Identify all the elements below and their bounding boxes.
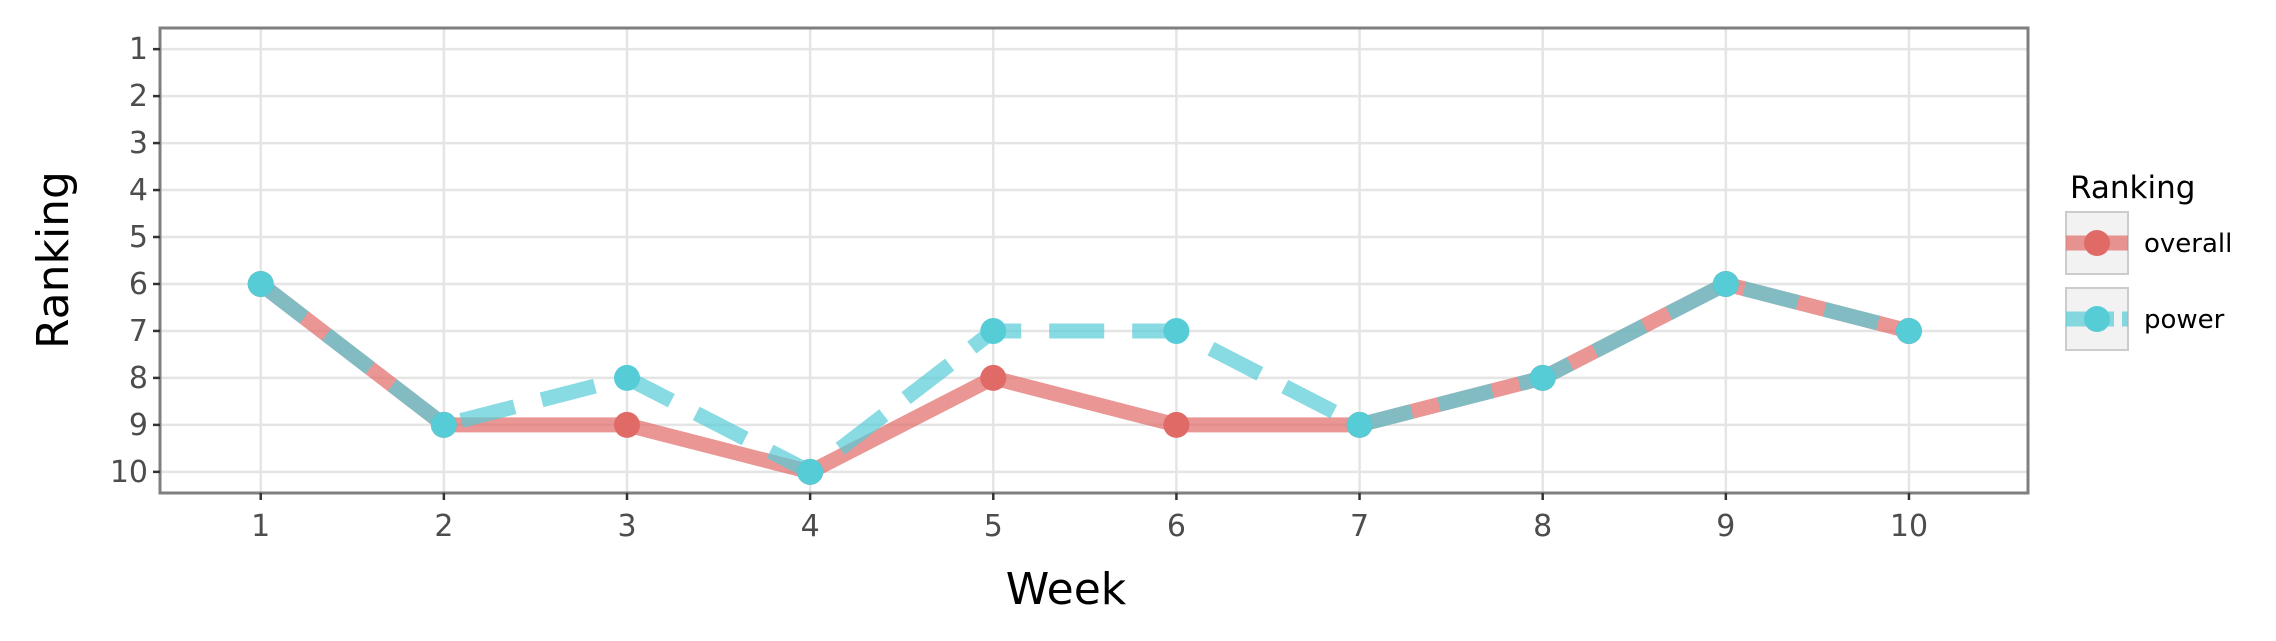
x-axis: 1 2 3 4 5 6 7 8 9 10 (251, 493, 1928, 544)
data-point-power (1895, 317, 1922, 344)
data-point-overall (614, 411, 640, 438)
x-tick-label: 3 (617, 509, 636, 544)
y-tick-label: 9 (129, 408, 148, 443)
legend-label-overall: overall (2144, 229, 2232, 259)
y-tick-label: 7 (129, 314, 148, 349)
data-point-power (1529, 364, 1556, 391)
data-point-power (1163, 317, 1190, 344)
legend-title: Ranking (2070, 170, 2195, 206)
data-point-power (430, 411, 457, 438)
y-tick-label: 2 (129, 79, 148, 114)
y-axis-title: Ranking (28, 171, 79, 349)
legend-key-point-overall (2084, 230, 2110, 256)
x-axis-title: Week (1006, 564, 1127, 615)
data-point-power (614, 364, 640, 391)
x-tick-label: 1 (251, 509, 270, 544)
series-lines (256, 276, 1911, 480)
legend-key-point-power (2084, 306, 2110, 332)
x-tick-label: 4 (801, 509, 820, 544)
data-point-power (247, 270, 274, 297)
x-tick-label: 8 (1533, 509, 1552, 544)
data-point-power (1712, 270, 1739, 297)
x-tick-label: 6 (1167, 509, 1186, 544)
y-tick-label: 8 (129, 361, 148, 396)
y-tick-label: 5 (129, 220, 148, 255)
x-tick-label: 7 (1350, 509, 1369, 544)
y-tick-label: 3 (129, 126, 148, 161)
data-point-power (980, 317, 1007, 344)
legend-label-power: power (2144, 305, 2225, 335)
plot-border (158, 26, 2030, 495)
data-point-overall (980, 364, 1007, 391)
x-tick-label: 10 (1890, 509, 1928, 544)
series-points (247, 270, 1922, 485)
data-point-power (1346, 411, 1373, 438)
series-line-power (256, 276, 1911, 480)
x-tick-label: 5 (984, 509, 1003, 544)
y-tick-label: 10 (110, 455, 148, 490)
data-point-overall (1163, 411, 1190, 438)
y-tick-label: 6 (129, 267, 148, 302)
y-tick-label: 4 (129, 173, 148, 208)
y-axis: 1 2 3 4 5 6 7 8 9 10 (110, 32, 160, 490)
legend: Ranking overall power (2065, 170, 2232, 351)
x-tick-label: 2 (434, 509, 453, 544)
x-tick-label: 9 (1716, 509, 1735, 544)
y-tick-label: 1 (129, 32, 148, 67)
data-point-power (797, 458, 824, 485)
